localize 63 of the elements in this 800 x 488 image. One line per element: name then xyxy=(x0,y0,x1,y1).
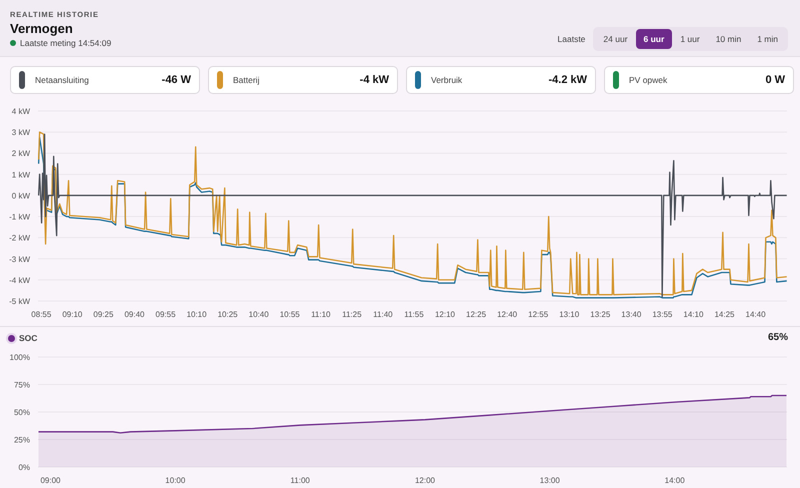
y-tick-label: 4 kW xyxy=(12,107,30,116)
text: -4 kW xyxy=(360,74,389,86)
y-tick-label: 25% xyxy=(14,436,30,444)
x-tick-label: 14:25 xyxy=(714,310,736,319)
y-tick-label: 75% xyxy=(14,380,30,390)
x-tick-label: 09:10 xyxy=(62,310,83,319)
y-tick-label: -3 kW xyxy=(9,254,30,264)
text: 6 uur xyxy=(636,29,672,49)
x-tick-label: 10:00 xyxy=(165,476,186,485)
legend-label: PV opwek xyxy=(629,75,668,85)
x-tick-label: 14:40 xyxy=(746,310,766,319)
x-tick-label: 12:00 xyxy=(414,476,436,485)
y-tick-label: 50% xyxy=(14,408,30,417)
x-tick-label: 10:25 xyxy=(218,310,238,319)
x-tick-label: 12:25 xyxy=(466,310,487,319)
x-tick-label: 11:40 xyxy=(373,310,394,319)
text: 10 min xyxy=(714,33,742,46)
text: -46 W xyxy=(162,74,191,86)
y-tick-label: 0% xyxy=(18,463,30,472)
x-tick-label: 14:00 xyxy=(664,476,686,485)
x-tick-label: 10:10 xyxy=(186,310,208,319)
y-tick-label: 100% xyxy=(10,353,30,362)
chart-title: Vermogen xyxy=(10,21,73,36)
x-tick-label: 13:40 xyxy=(621,310,642,319)
x-tick-label: 13:00 xyxy=(540,476,560,485)
x-tick-label: 13:55 xyxy=(652,310,673,319)
text: -4.2 kW xyxy=(548,74,587,86)
x-tick-label: 14:10 xyxy=(683,310,704,319)
text: 1 min xyxy=(756,33,779,46)
x-tick-label: 13:25 xyxy=(590,310,611,319)
x-tick-label: 11:10 xyxy=(311,310,332,319)
x-tick-label: 13:10 xyxy=(559,310,580,319)
x-tick-label: 09:40 xyxy=(124,310,146,319)
text: 1 uur xyxy=(679,33,701,46)
text: Laatste xyxy=(558,34,586,44)
x-tick-label: 09:00 xyxy=(40,476,62,485)
legend-label: SOC xyxy=(19,333,38,343)
text: 24 uur xyxy=(602,33,629,46)
y-tick-label: 2 kW xyxy=(12,149,30,158)
x-tick-label: 11:00 xyxy=(290,476,310,485)
x-tick-label: 09:55 xyxy=(156,310,176,319)
x-tick-label: 08:55 xyxy=(31,310,52,319)
x-tick-label: 09:25 xyxy=(93,310,114,319)
x-tick-label: 11:25 xyxy=(342,310,362,319)
x-tick-label: 10:40 xyxy=(248,310,270,319)
x-tick-label: 12:10 xyxy=(434,310,456,319)
text: 0 W xyxy=(765,74,785,86)
chart-subtitle: Laatste meting 14:54:09 xyxy=(20,38,112,48)
text: 65% xyxy=(768,332,788,343)
legend-label: Batterij xyxy=(233,75,260,85)
x-tick-label: 12:40 xyxy=(497,310,518,319)
y-tick-label: -2 kW xyxy=(9,234,30,243)
x-tick-label: 10:55 xyxy=(280,310,300,319)
y-tick-label: -4 kW xyxy=(9,276,30,285)
y-tick-label: 0 kW xyxy=(12,191,30,200)
legend-label: Verbruik xyxy=(431,75,464,85)
y-tick-label: -1 kW xyxy=(9,212,30,222)
x-tick-label: 11:55 xyxy=(404,310,424,319)
y-tick-label: -5 kW xyxy=(9,297,30,306)
x-tick-label: 12:55 xyxy=(528,310,549,319)
legend-label: Netaansluiting xyxy=(35,75,90,85)
y-tick-label: 3 kW xyxy=(12,128,30,138)
y-tick-label: 1 kW xyxy=(12,170,30,180)
